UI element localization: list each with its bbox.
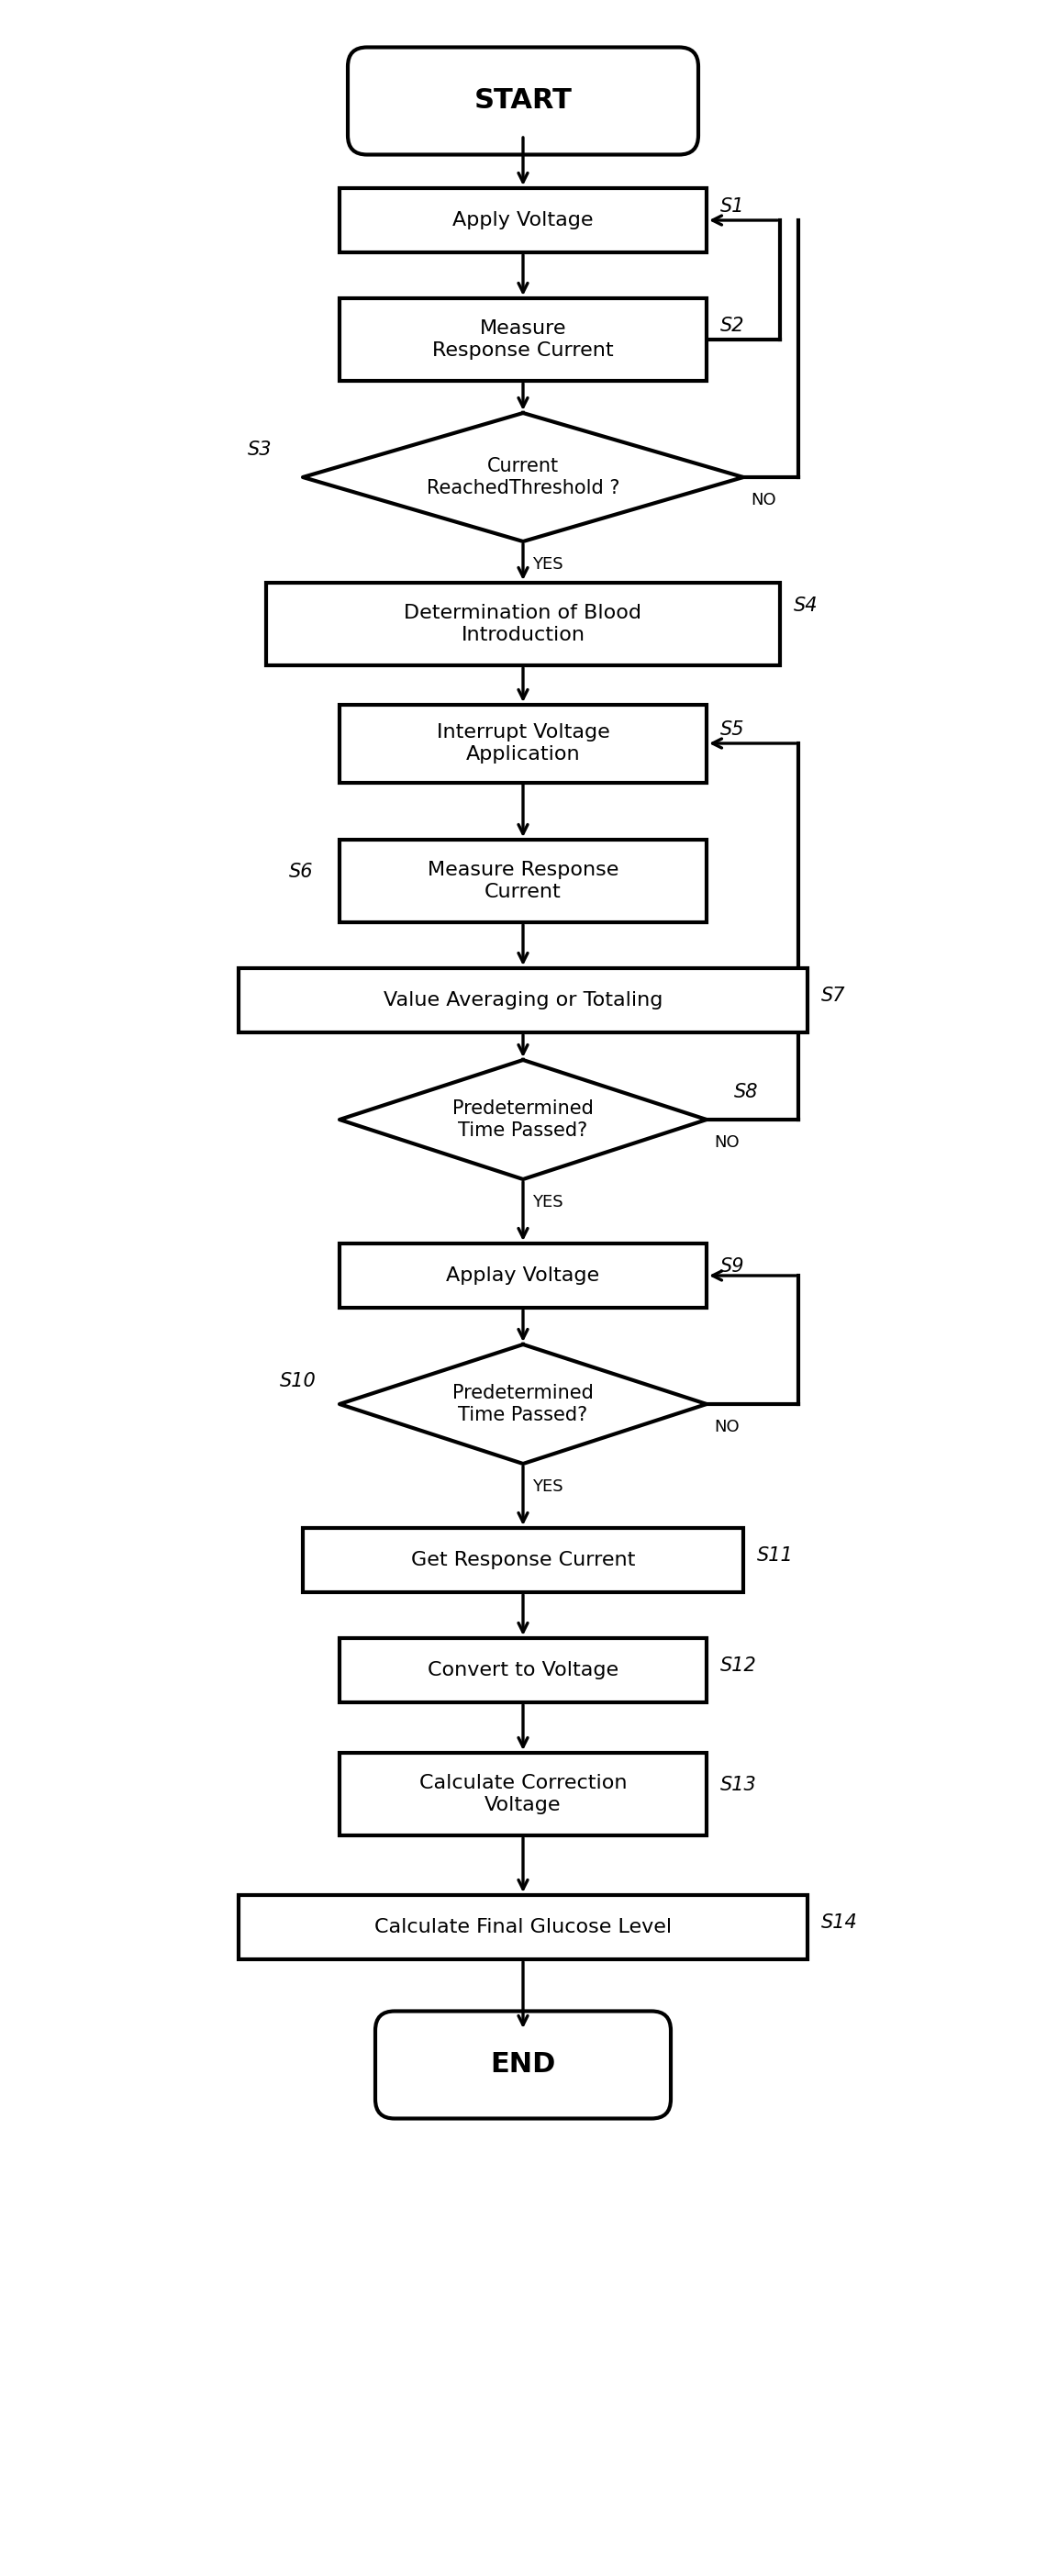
Text: Calculate Correction
Voltage: Calculate Correction Voltage (419, 1775, 627, 1814)
Text: END: END (490, 2050, 556, 2079)
Text: Interrupt Voltage
Application: Interrupt Voltage Application (437, 724, 609, 762)
Bar (239, 969, 807, 1033)
Text: S9: S9 (720, 1257, 744, 1275)
Bar (339, 1638, 707, 1703)
Text: Predetermined
Time Passed?: Predetermined Time Passed? (452, 1383, 594, 1425)
Text: NO: NO (751, 492, 776, 507)
Text: S7: S7 (821, 987, 846, 1005)
Text: S14: S14 (821, 1914, 857, 1932)
Text: Measure Response
Current: Measure Response Current (427, 860, 619, 902)
FancyBboxPatch shape (348, 46, 698, 155)
Text: S10: S10 (280, 1373, 316, 1391)
Bar (339, 299, 707, 381)
Text: Apply Voltage: Apply Voltage (452, 211, 594, 229)
Bar (339, 840, 707, 922)
Bar (239, 1896, 807, 1960)
Bar (339, 1752, 707, 1837)
Text: S11: S11 (757, 1546, 794, 1564)
Text: NO: NO (714, 1133, 739, 1151)
Text: START: START (474, 88, 572, 113)
Text: NO: NO (714, 1419, 739, 1435)
Text: S13: S13 (720, 1775, 757, 1793)
Text: Get Response Current: Get Response Current (410, 1551, 636, 1569)
Text: Determination of Blood
Introduction: Determination of Blood Introduction (404, 605, 642, 644)
Text: Predetermined
Time Passed?: Predetermined Time Passed? (452, 1100, 594, 1139)
Text: YES: YES (532, 1193, 563, 1211)
Text: Convert to Voltage: Convert to Voltage (427, 1662, 619, 1680)
Bar (339, 1244, 707, 1309)
Text: Measure
Response Current: Measure Response Current (432, 319, 614, 361)
Text: S8: S8 (734, 1082, 758, 1103)
Bar (339, 188, 707, 252)
Text: S3: S3 (248, 440, 272, 459)
Text: YES: YES (532, 1479, 563, 1494)
Text: Current
ReachedThreshold ?: Current ReachedThreshold ? (426, 459, 620, 497)
Text: S5: S5 (720, 721, 744, 739)
Polygon shape (339, 1059, 707, 1180)
Text: YES: YES (532, 556, 563, 572)
Text: S6: S6 (289, 863, 313, 881)
Text: S2: S2 (720, 317, 744, 335)
Polygon shape (339, 1345, 707, 1463)
Bar (303, 1528, 743, 1592)
Text: S12: S12 (720, 1656, 757, 1674)
Text: Applay Voltage: Applay Voltage (446, 1267, 600, 1285)
Bar (266, 582, 780, 665)
Text: Calculate Final Glucose Level: Calculate Final Glucose Level (375, 1919, 672, 1937)
FancyBboxPatch shape (375, 2012, 671, 2117)
Bar (339, 703, 707, 783)
Polygon shape (303, 412, 743, 541)
Text: Value Averaging or Totaling: Value Averaging or Totaling (383, 992, 663, 1010)
Text: S1: S1 (720, 198, 744, 216)
Text: S4: S4 (794, 598, 818, 616)
